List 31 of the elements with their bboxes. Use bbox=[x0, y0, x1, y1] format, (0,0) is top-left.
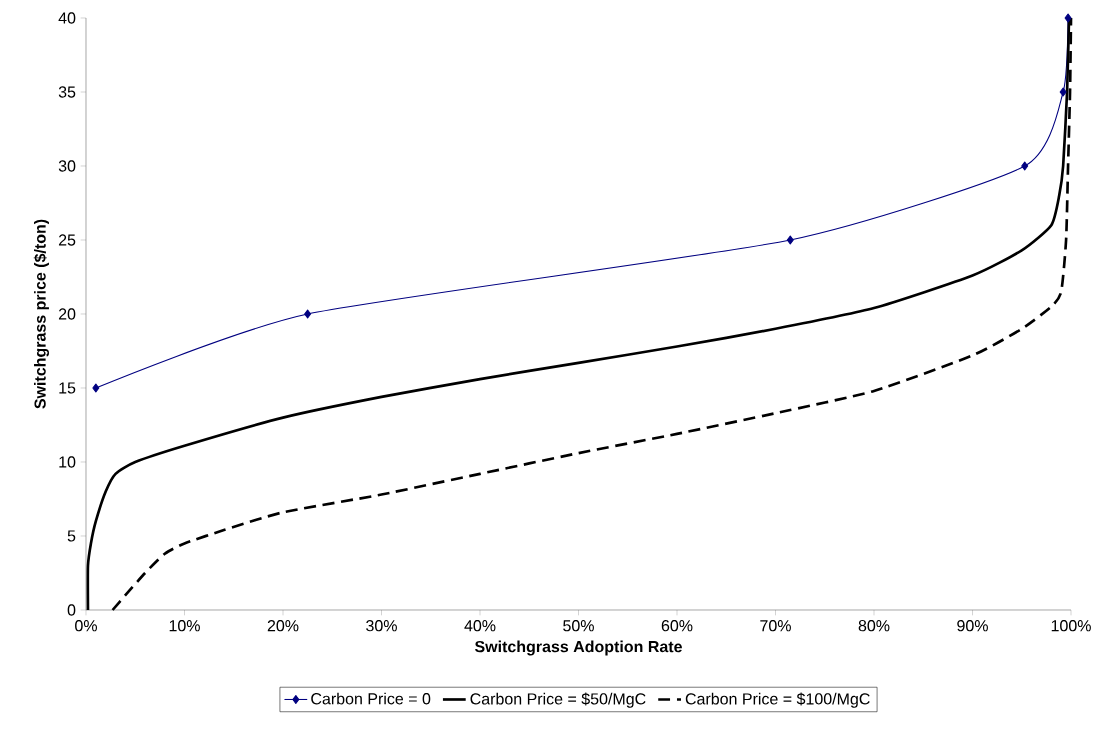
x-tick-label: 70% bbox=[760, 620, 791, 632]
point bbox=[1059, 87, 1067, 97]
x-tick-label: 30% bbox=[366, 620, 397, 632]
legend-label: Carbon Price = $100/MgC bbox=[685, 692, 870, 708]
x-axis-title: Switchgrass Adoption Rate bbox=[474, 640, 682, 656]
y-tick-label: 35 bbox=[58, 86, 76, 98]
point bbox=[786, 235, 794, 245]
y-tick-label: 30 bbox=[58, 160, 76, 172]
x-tick-label: 50% bbox=[563, 620, 594, 632]
y-axis-title: Switchgrass price ($/ton) bbox=[33, 219, 49, 409]
x-tick-label: 90% bbox=[957, 620, 988, 632]
x-tick-label: 10% bbox=[169, 620, 200, 632]
x-tick-label: 60% bbox=[661, 620, 693, 632]
x-tick-label: 0% bbox=[75, 620, 97, 632]
point bbox=[304, 309, 312, 319]
y-tick-label: 40 bbox=[58, 12, 76, 24]
y-tick-label: 20 bbox=[58, 308, 76, 320]
y-tick-label: 10 bbox=[59, 456, 76, 468]
x-tick-label: 20% bbox=[267, 620, 299, 632]
x-tick-label: 100% bbox=[1051, 620, 1091, 632]
y-tick-label: 5 bbox=[67, 530, 76, 542]
point bbox=[92, 383, 100, 393]
legend-label: Carbon Price = $50/MgC bbox=[470, 692, 646, 708]
y-tick-label: 15 bbox=[59, 382, 76, 394]
x-tick-label: 40% bbox=[464, 620, 496, 632]
x-tick-label: 80% bbox=[858, 620, 890, 632]
y-tick-label: 0 bbox=[67, 604, 76, 616]
point bbox=[1021, 161, 1029, 171]
point bbox=[1064, 13, 1072, 23]
legend-label: Carbon Price = 0 bbox=[311, 692, 431, 705]
y-tick-label: 25 bbox=[58, 234, 76, 246]
